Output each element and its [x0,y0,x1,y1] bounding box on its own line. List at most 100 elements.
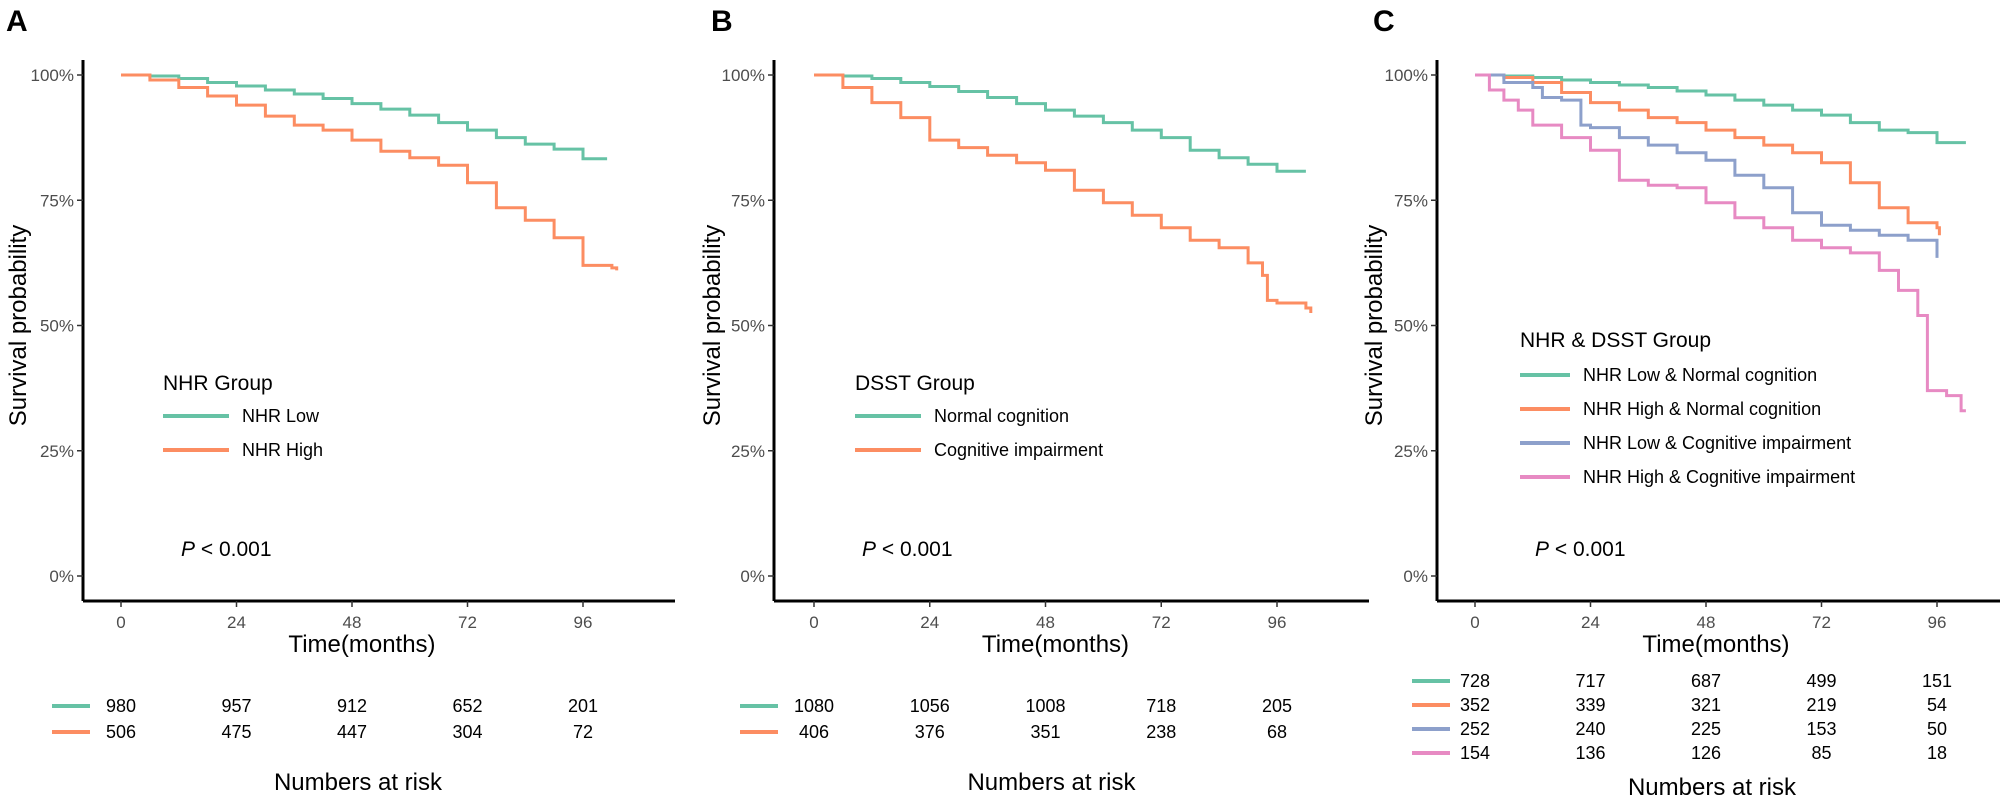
x-tick-label: 96 [1268,613,1287,632]
x-tick-label: 0 [809,613,818,632]
risk-count: 687 [1691,671,1721,691]
panel-b: B 0% 25% 50% 75% 100% 0 24 48 72 96 Time(months) Sur… [699,5,1369,796]
p-symbol: P [181,538,195,561]
x-tick-label: 0 [1470,613,1479,632]
x-tick-label: 24 [1581,613,1600,632]
panel-letter: A [6,5,28,38]
risk-count: 351 [1030,722,1060,742]
survival-curve-series-2 [121,73,619,271]
x-tick-label: 24 [920,613,939,632]
legend-label: NHR High & Cognitive impairment [1583,467,1855,487]
legend-label: NHR Low & Normal cognition [1583,365,1817,385]
y-axis-title: Survival probability [5,225,32,426]
y-axis-title: Survival probability [1361,225,1388,426]
survival-curve-series-4 [1475,73,1966,413]
y-tick-label: 100% [722,66,765,85]
risk-count: 153 [1806,719,1836,739]
legend-label: NHR Low & Cognitive impairment [1583,433,1851,453]
risk-count: 68 [1267,722,1287,742]
x-axis-title: Time(months) [1642,631,1789,658]
risk-count: 339 [1575,695,1605,715]
panel-letter: C [1373,5,1395,38]
x-tick-label: 72 [1152,613,1171,632]
risk-count: 225 [1691,719,1721,739]
legend-title: DSST Group [855,372,975,395]
risk-count: 201 [568,696,598,716]
risk-count: 352 [1460,695,1490,715]
p-value-text: < 0.001 [195,538,271,561]
x-tick-label: 0 [116,613,125,632]
survival-curve-series-2 [1475,73,1941,236]
p-symbol: P [1535,538,1549,561]
panel-letter: B [711,5,733,38]
panel-c: C 0% 25% 50% 75% 100% 0 24 48 72 96 Time(months) Sur… [1361,5,2000,801]
y-tick-label: 0% [1403,567,1428,586]
y-tick-label: 50% [1394,317,1428,336]
y-tick-label: 50% [731,317,765,336]
y-tick-label: 50% [40,317,74,336]
y-axis-title: Survival probability [699,225,726,426]
x-tick-label: 48 [1036,613,1055,632]
risk-count: 652 [452,696,482,716]
survival-curve-series-1 [121,73,608,161]
y-tick-label: 75% [731,191,765,210]
p-value-label: P < 0.001 [862,538,953,561]
y-tick-label: 25% [40,442,74,461]
x-tick-label: 24 [227,613,246,632]
x-tick-label: 96 [1928,613,1947,632]
legend-label: NHR High & Normal cognition [1583,399,1821,419]
risk-count: 252 [1460,719,1490,739]
x-axis-title: Time(months) [982,631,1129,658]
risk-count: 728 [1460,671,1490,691]
panel-a: A 0% 25% 50% 75% 100% 0 24 48 72 96 Time(months) Sur… [5,5,675,796]
risk-count: 238 [1146,722,1176,742]
risk-count: 980 [106,696,136,716]
risk-count: 219 [1806,695,1836,715]
risk-table-title: Numbers at risk [274,769,443,796]
legend-title: NHR & DSST Group [1520,329,1711,352]
y-tick-label: 0% [49,567,74,586]
risk-count: 718 [1146,696,1176,716]
risk-count: 205 [1262,696,1292,716]
risk-count: 18 [1927,743,1947,763]
risk-count: 506 [106,722,136,742]
p-value-text: < 0.001 [1549,538,1625,561]
risk-count: 321 [1691,695,1721,715]
x-tick-label: 48 [343,613,362,632]
risk-count: 1080 [794,696,834,716]
risk-count: 126 [1691,743,1721,763]
risk-count: 1008 [1025,696,1065,716]
survival-curve-series-1 [814,73,1306,173]
risk-count: 717 [1575,671,1605,691]
p-symbol: P [862,538,876,561]
risk-count: 406 [799,722,829,742]
p-value-label: P < 0.001 [181,538,272,561]
legend-label: NHR High [242,440,323,460]
y-tick-label: 100% [1385,66,1428,85]
y-tick-label: 75% [40,191,74,210]
risk-count: 1056 [910,696,950,716]
x-tick-label: 48 [1697,613,1716,632]
x-tick-label: 96 [574,613,593,632]
x-tick-label: 72 [1812,613,1831,632]
legend-title: NHR Group [163,372,273,395]
x-axis-title: Time(months) [288,631,435,658]
risk-table-title: Numbers at risk [1628,774,1797,801]
y-tick-label: 100% [31,66,74,85]
risk-count: 912 [337,696,367,716]
risk-count: 85 [1811,743,1831,763]
x-tick-label: 72 [458,613,477,632]
risk-count: 151 [1922,671,1952,691]
p-value-text: < 0.001 [876,538,952,561]
risk-count: 475 [221,722,251,742]
risk-table-title: Numbers at risk [967,769,1136,796]
survival-curve-series-1 [1475,73,1966,145]
risk-count: 376 [915,722,945,742]
risk-count: 154 [1460,743,1490,763]
y-tick-label: 25% [731,442,765,461]
p-value-label: P < 0.001 [1535,538,1626,561]
risk-count: 447 [337,722,367,742]
legend-label: Normal cognition [934,406,1069,426]
risk-count: 304 [452,722,482,742]
